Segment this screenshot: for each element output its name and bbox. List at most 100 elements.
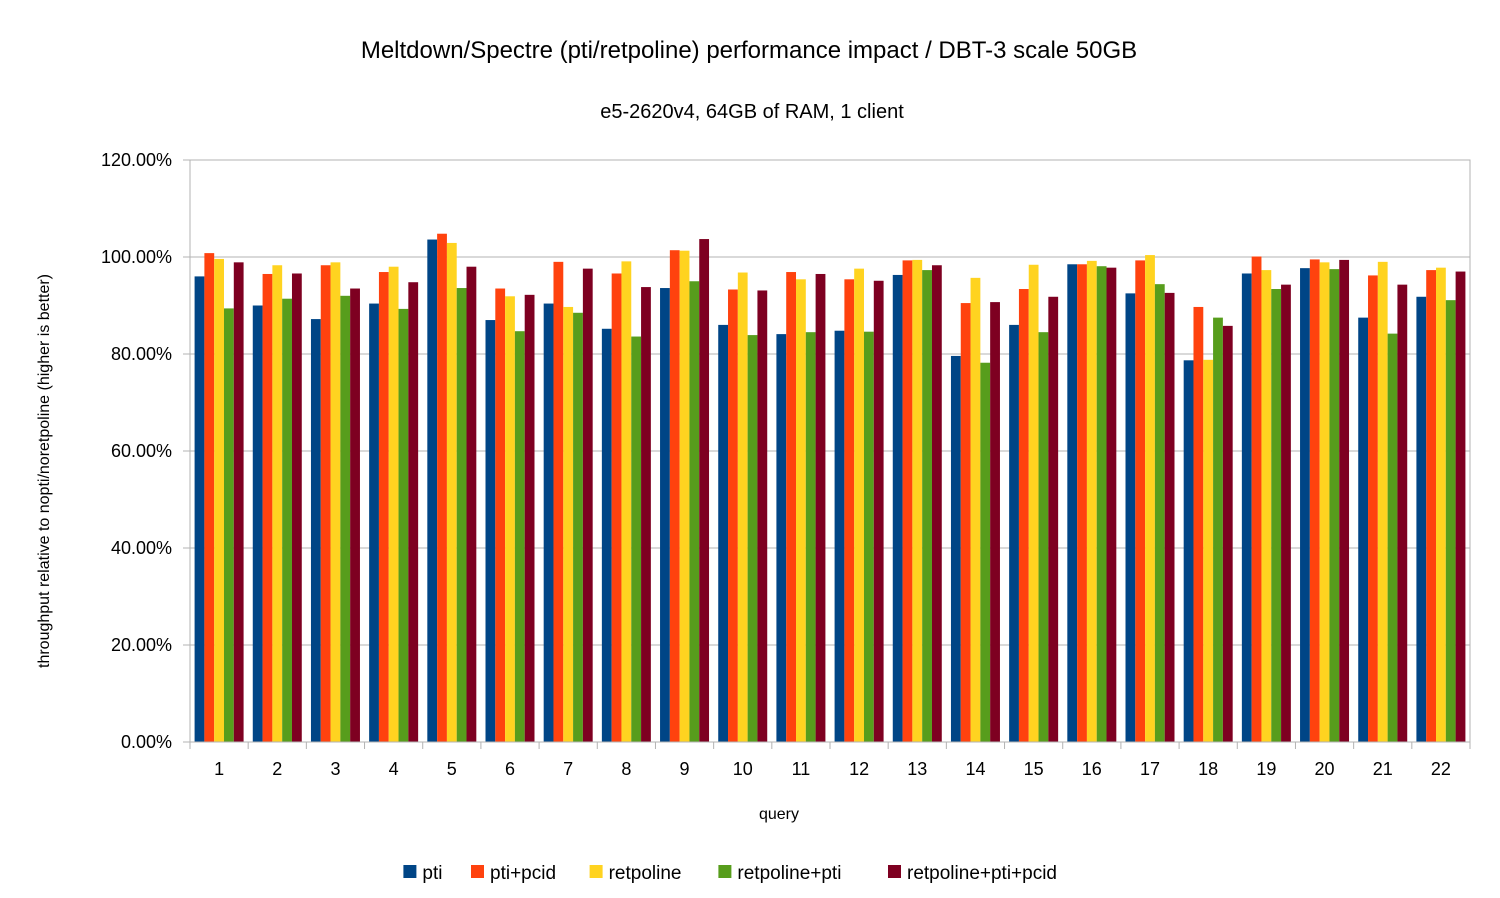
bar (369, 303, 379, 742)
legend-swatch (718, 865, 732, 878)
bar (1377, 261, 1388, 742)
bar (1426, 270, 1437, 742)
bar (990, 302, 1000, 742)
bar (1164, 292, 1175, 742)
bar (863, 331, 874, 742)
bar (408, 282, 419, 742)
bar (786, 272, 797, 742)
bar (747, 335, 758, 742)
bar (1416, 296, 1427, 742)
x-tick-label: 20 (1315, 759, 1335, 779)
bar (1135, 260, 1146, 742)
bar (1145, 255, 1155, 742)
bar (282, 298, 292, 742)
bar (1106, 267, 1117, 742)
y-tick-label: 20.00% (111, 635, 172, 655)
x-tick-label: 19 (1256, 759, 1276, 779)
bar (728, 289, 738, 742)
bar (1241, 273, 1252, 742)
bar (330, 262, 341, 742)
x-tick-label: 21 (1373, 759, 1393, 779)
bar (1358, 317, 1369, 742)
bars (194, 233, 1466, 743)
x-tick-label: 12 (849, 759, 869, 779)
bar (796, 279, 806, 742)
bar (1183, 360, 1194, 742)
x-tick-label: 13 (907, 759, 927, 779)
bar (573, 312, 583, 742)
x-tick-label: 8 (621, 759, 631, 779)
x-tick-label: 15 (1024, 759, 1044, 779)
x-tick-label: 5 (447, 759, 457, 779)
x-tick-label: 6 (505, 759, 515, 779)
chart-title: Meltdown/Spectre (pti/retpoline) perform… (361, 37, 1137, 64)
bar (514, 331, 525, 742)
bar (834, 330, 845, 742)
legend-label: retpoline+pti (737, 863, 841, 884)
bar (815, 273, 826, 742)
bar (252, 305, 263, 742)
bar (398, 308, 409, 742)
bar (320, 265, 331, 742)
bar (553, 261, 564, 742)
legend-swatch (589, 865, 603, 878)
bar (805, 332, 816, 742)
bar (1213, 317, 1223, 742)
bar (1436, 267, 1446, 742)
bar (844, 279, 855, 742)
bar (1086, 260, 1097, 742)
bar (1067, 264, 1078, 742)
bar (679, 250, 690, 742)
bar (1048, 296, 1059, 742)
bar (689, 281, 700, 742)
bar (912, 259, 923, 742)
bar (524, 294, 535, 742)
legend-label: retpoline+pti+pcid (907, 863, 1057, 884)
legend-label: retpoline (609, 863, 682, 884)
legend-label: pti+pcid (490, 863, 556, 884)
bar (543, 303, 554, 742)
bar (466, 266, 477, 742)
y-tick-label: 100.00% (101, 247, 172, 267)
bar (214, 258, 224, 742)
x-tick-label: 14 (965, 759, 985, 779)
bar (631, 336, 642, 742)
bar (350, 288, 360, 742)
bar (194, 276, 205, 742)
x-tick-label: 10 (733, 759, 753, 779)
bar (1455, 271, 1466, 742)
bar (1309, 259, 1320, 742)
bar (505, 296, 515, 742)
bar (1154, 284, 1165, 742)
bar (1368, 275, 1378, 742)
bar (1096, 266, 1107, 742)
bar (737, 272, 748, 742)
bar (1281, 284, 1291, 742)
y-tick-labels: 0.00% 20.00% 40.00% 60.00% 80.00% 100.00% 120.… (101, 150, 172, 752)
bar (660, 288, 670, 742)
bar (1028, 264, 1039, 742)
bar (262, 273, 273, 742)
bar (388, 266, 399, 742)
bar (1018, 289, 1029, 742)
y-tick-label: 80.00% (111, 344, 172, 364)
bar (310, 319, 321, 742)
x-tick-label: 16 (1082, 759, 1102, 779)
bar (757, 290, 768, 742)
legend-swatch (888, 865, 901, 878)
bar (1271, 289, 1282, 742)
x-axis-title: query (759, 806, 799, 823)
legend-label: pti (422, 863, 442, 884)
bar (1319, 262, 1330, 742)
x-tick-label: 17 (1140, 759, 1160, 779)
bar (446, 242, 457, 742)
y-tick-label: 120.00% (101, 150, 172, 170)
bar (1009, 324, 1019, 742)
y-tick-label: 40.00% (111, 538, 172, 558)
plot-frame (189, 159, 1471, 743)
x-tick-label: 18 (1198, 759, 1218, 779)
bar (902, 260, 913, 742)
x-tick-label: 22 (1431, 759, 1451, 779)
bar (669, 250, 680, 742)
